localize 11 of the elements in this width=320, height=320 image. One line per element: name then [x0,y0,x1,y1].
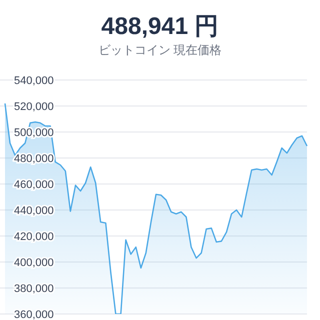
y-tick-label: 480,000 [14,153,54,165]
y-tick-label: 440,000 [14,205,54,217]
y-tick-label: 540,000 [14,75,54,87]
y-tick-label: 380,000 [14,283,54,295]
y-tick-label: 360,000 [14,309,54,320]
y-tick-label: 420,000 [14,231,54,243]
y-tick-label: 400,000 [14,257,54,269]
y-tick-label: 520,000 [14,101,54,113]
chart-subtitle: ビットコイン 現在価格 [98,43,222,57]
y-tick-label: 460,000 [14,179,54,191]
chart-title: 488,941 円 [101,13,219,40]
